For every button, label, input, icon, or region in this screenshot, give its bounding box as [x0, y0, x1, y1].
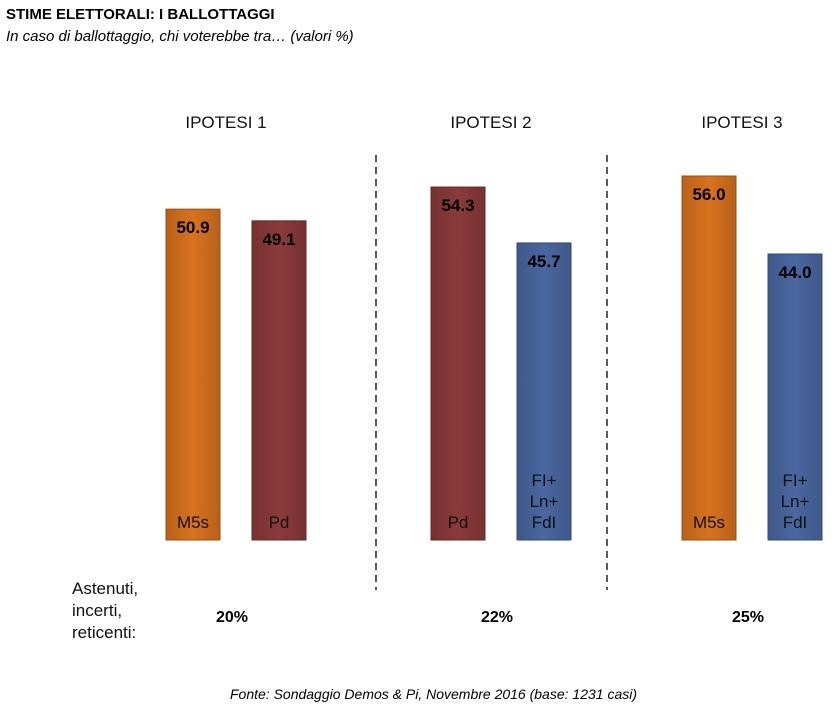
- group-label-1: IPOTESI 1: [185, 113, 266, 132]
- group-label-2: IPOTESI 2: [450, 113, 531, 132]
- value-label-1-1: 50.9: [176, 218, 209, 237]
- bar-2-1: [430, 186, 486, 541]
- abstention-value-3: 25%: [732, 609, 764, 626]
- party-label-3-2-1: FI+: [782, 471, 807, 490]
- value-label-3-2: 44.0: [778, 263, 811, 282]
- ballot-bar-chart: IPOTESI 1 50.9 M5s 49.1 Pd 20% IPOTESI 2 54.3 Pd…: [72, 113, 823, 642]
- party-label-1-2-1: Pd: [269, 513, 290, 532]
- value-label-3-1: 56.0: [692, 185, 725, 204]
- party-label-2-2-1: FI+: [531, 471, 556, 490]
- party-label-2-1-1: Pd: [448, 513, 469, 532]
- bar-1-1: [165, 208, 221, 541]
- group-label-3: IPOTESI 3: [701, 113, 782, 132]
- source-note: Fonte: Sondaggio Demos & Pi, Novembre 20…: [230, 686, 638, 702]
- party-label-1-1-1: M5s: [177, 513, 209, 532]
- party-label-3-2-2: Ln+: [781, 492, 810, 511]
- value-label-1-2: 49.1: [262, 230, 295, 249]
- value-label-2-2: 45.7: [527, 252, 560, 271]
- party-label-3-2-3: FdI: [783, 513, 808, 532]
- abstention-value-1: 20%: [216, 609, 248, 626]
- party-label-3-1-1: M5s: [693, 513, 725, 532]
- abstention-value-2: 22%: [481, 609, 513, 626]
- value-label-2-1: 54.3: [441, 196, 474, 215]
- bar-2-2: [516, 242, 572, 541]
- party-label-2-2-2: Ln+: [530, 492, 559, 511]
- bar-3-2: [767, 253, 823, 541]
- party-label-2-2-3: FdI: [532, 513, 557, 532]
- abstention-label-line-1: Astenuti,: [72, 579, 138, 598]
- chart-subtitle: In caso di ballottaggio, chi voterebbe t…: [6, 28, 354, 45]
- bar-1-2: [251, 220, 307, 541]
- abstention-label-line-3: reticenti:: [72, 623, 136, 642]
- bar-3-1: [681, 175, 737, 541]
- chart-title: STIME ELETTORALI: I BALLOTTAGGI: [6, 6, 275, 23]
- abstention-label-line-2: incerti,: [72, 601, 122, 620]
